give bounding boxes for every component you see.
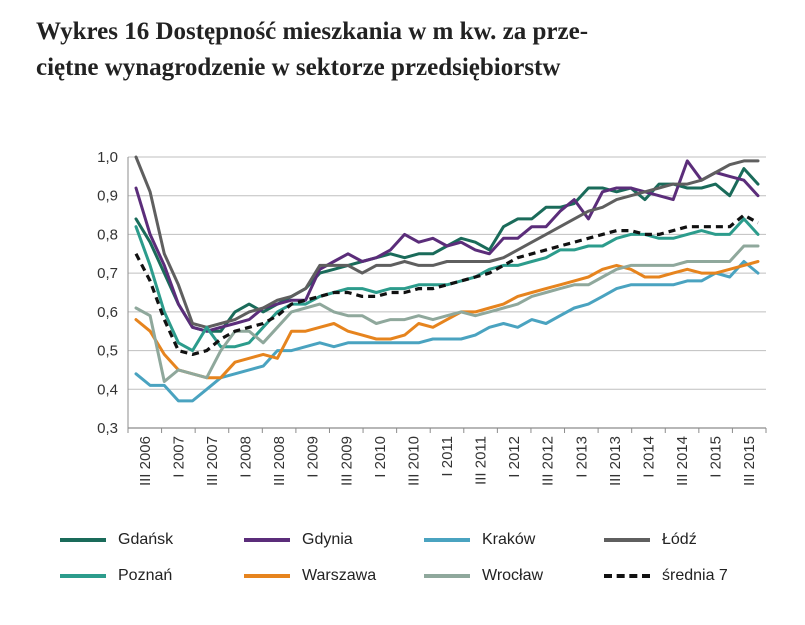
x-tick-label-7: I 2010	[372, 436, 389, 478]
x-tick-label-14: III 2013	[607, 436, 624, 486]
series-line-wrocław	[134, 244, 760, 383]
legend-item-srednia-7: średnia 7	[604, 564, 728, 588]
legend-label-poznan: Poznań	[118, 567, 173, 584]
x-tick-label-6: III 2009	[338, 436, 355, 486]
series-line-średnia-7	[134, 213, 759, 356]
y-tick-label-5: 0,5	[97, 343, 118, 360]
x-tick-label-2: III 2007	[204, 436, 221, 486]
y-tick-label-0: 1,0	[97, 149, 118, 166]
x-tick-label-16: III 2014	[674, 436, 691, 486]
x-tick-label-17: I 2015	[708, 436, 725, 478]
legend-label-gdansk: Gdańsk	[118, 531, 174, 548]
y-tick-label-6: 0,4	[97, 381, 118, 398]
y-tick-label-3: 0,7	[97, 265, 118, 282]
x-tick-label-9: I 2011	[439, 436, 456, 477]
legend-swatch-poznan	[60, 574, 106, 578]
legend-label-warszawa: Warszawa	[302, 567, 377, 584]
legend-item-gdansk: Gdańsk	[60, 528, 173, 552]
series-line-kraków	[134, 260, 760, 403]
legend-item-poznan: Poznań	[60, 564, 172, 588]
legend-label-lodz: Łódź	[662, 531, 697, 548]
legend-swatch-wroclaw	[424, 574, 470, 578]
x-tick-label-12: III 2012	[540, 436, 557, 486]
legend-item-gdynia: Gdynia	[244, 528, 353, 552]
legend-label-gdynia: Gdynia	[302, 531, 353, 548]
legend-label-srednia-7: średnia 7	[662, 567, 728, 584]
legend-item-wroclaw: Wrocław	[424, 564, 543, 588]
legend-swatch-gdynia	[244, 538, 290, 542]
chart-legend: Gdańsk Gdynia Kraków Łódź Poznań Warszaw…	[60, 522, 780, 612]
legend-swatch-warszawa	[244, 574, 290, 578]
legend-item-lodz: Łódź	[604, 528, 697, 552]
series-line-gdańsk	[134, 167, 760, 333]
y-tick-label-7: 0,3	[97, 420, 118, 437]
series-line-warszawa	[134, 260, 760, 380]
x-tick-label-3: I 2008	[238, 436, 255, 478]
chart-title-line-1: Wykres 16 Dostępność mieszkania w m kw. …	[36, 18, 589, 45]
series-line-poznań	[134, 217, 760, 353]
y-tick-label-4: 0,6	[97, 304, 118, 321]
x-tick-label-5: I 2009	[305, 436, 322, 478]
x-tick-label-11: I 2012	[506, 436, 523, 478]
legend-swatch-krakow	[424, 538, 470, 542]
x-tick-label-8: III 2010	[405, 436, 422, 486]
legend-item-warszawa: Warszawa	[244, 564, 376, 588]
x-tick-label-10: III 2011	[473, 436, 490, 485]
legend-label-wroclaw: Wrocław	[482, 567, 544, 584]
chart-title-line-2: ciętne wynagrodzenie w sektorze przedsię…	[36, 54, 561, 81]
legend-item-krakow: Kraków	[424, 528, 535, 552]
legend-swatch-srednia-7	[604, 574, 650, 578]
series-line-gdynia	[134, 159, 760, 333]
chart-title: Wykres 16 Dostępność mieszkania w m kw. …	[36, 14, 776, 86]
x-tick-label-0: III 2006	[137, 436, 154, 486]
x-tick-label-1: I 2007	[170, 436, 187, 478]
x-tick-label-4: III 2008	[271, 436, 288, 486]
legend-swatch-lodz	[604, 538, 650, 542]
series-line-łódź	[134, 155, 760, 329]
legend-swatch-gdansk	[60, 538, 106, 542]
y-tick-label-2: 0,8	[97, 226, 118, 243]
y-tick-label-1: 0,9	[97, 188, 118, 205]
x-tick-label-13: I 2013	[573, 436, 590, 478]
x-tick-label-15: I 2014	[640, 436, 657, 478]
legend-label-krakow: Kraków	[482, 531, 536, 548]
x-tick-label-18: III 2015	[741, 436, 758, 486]
